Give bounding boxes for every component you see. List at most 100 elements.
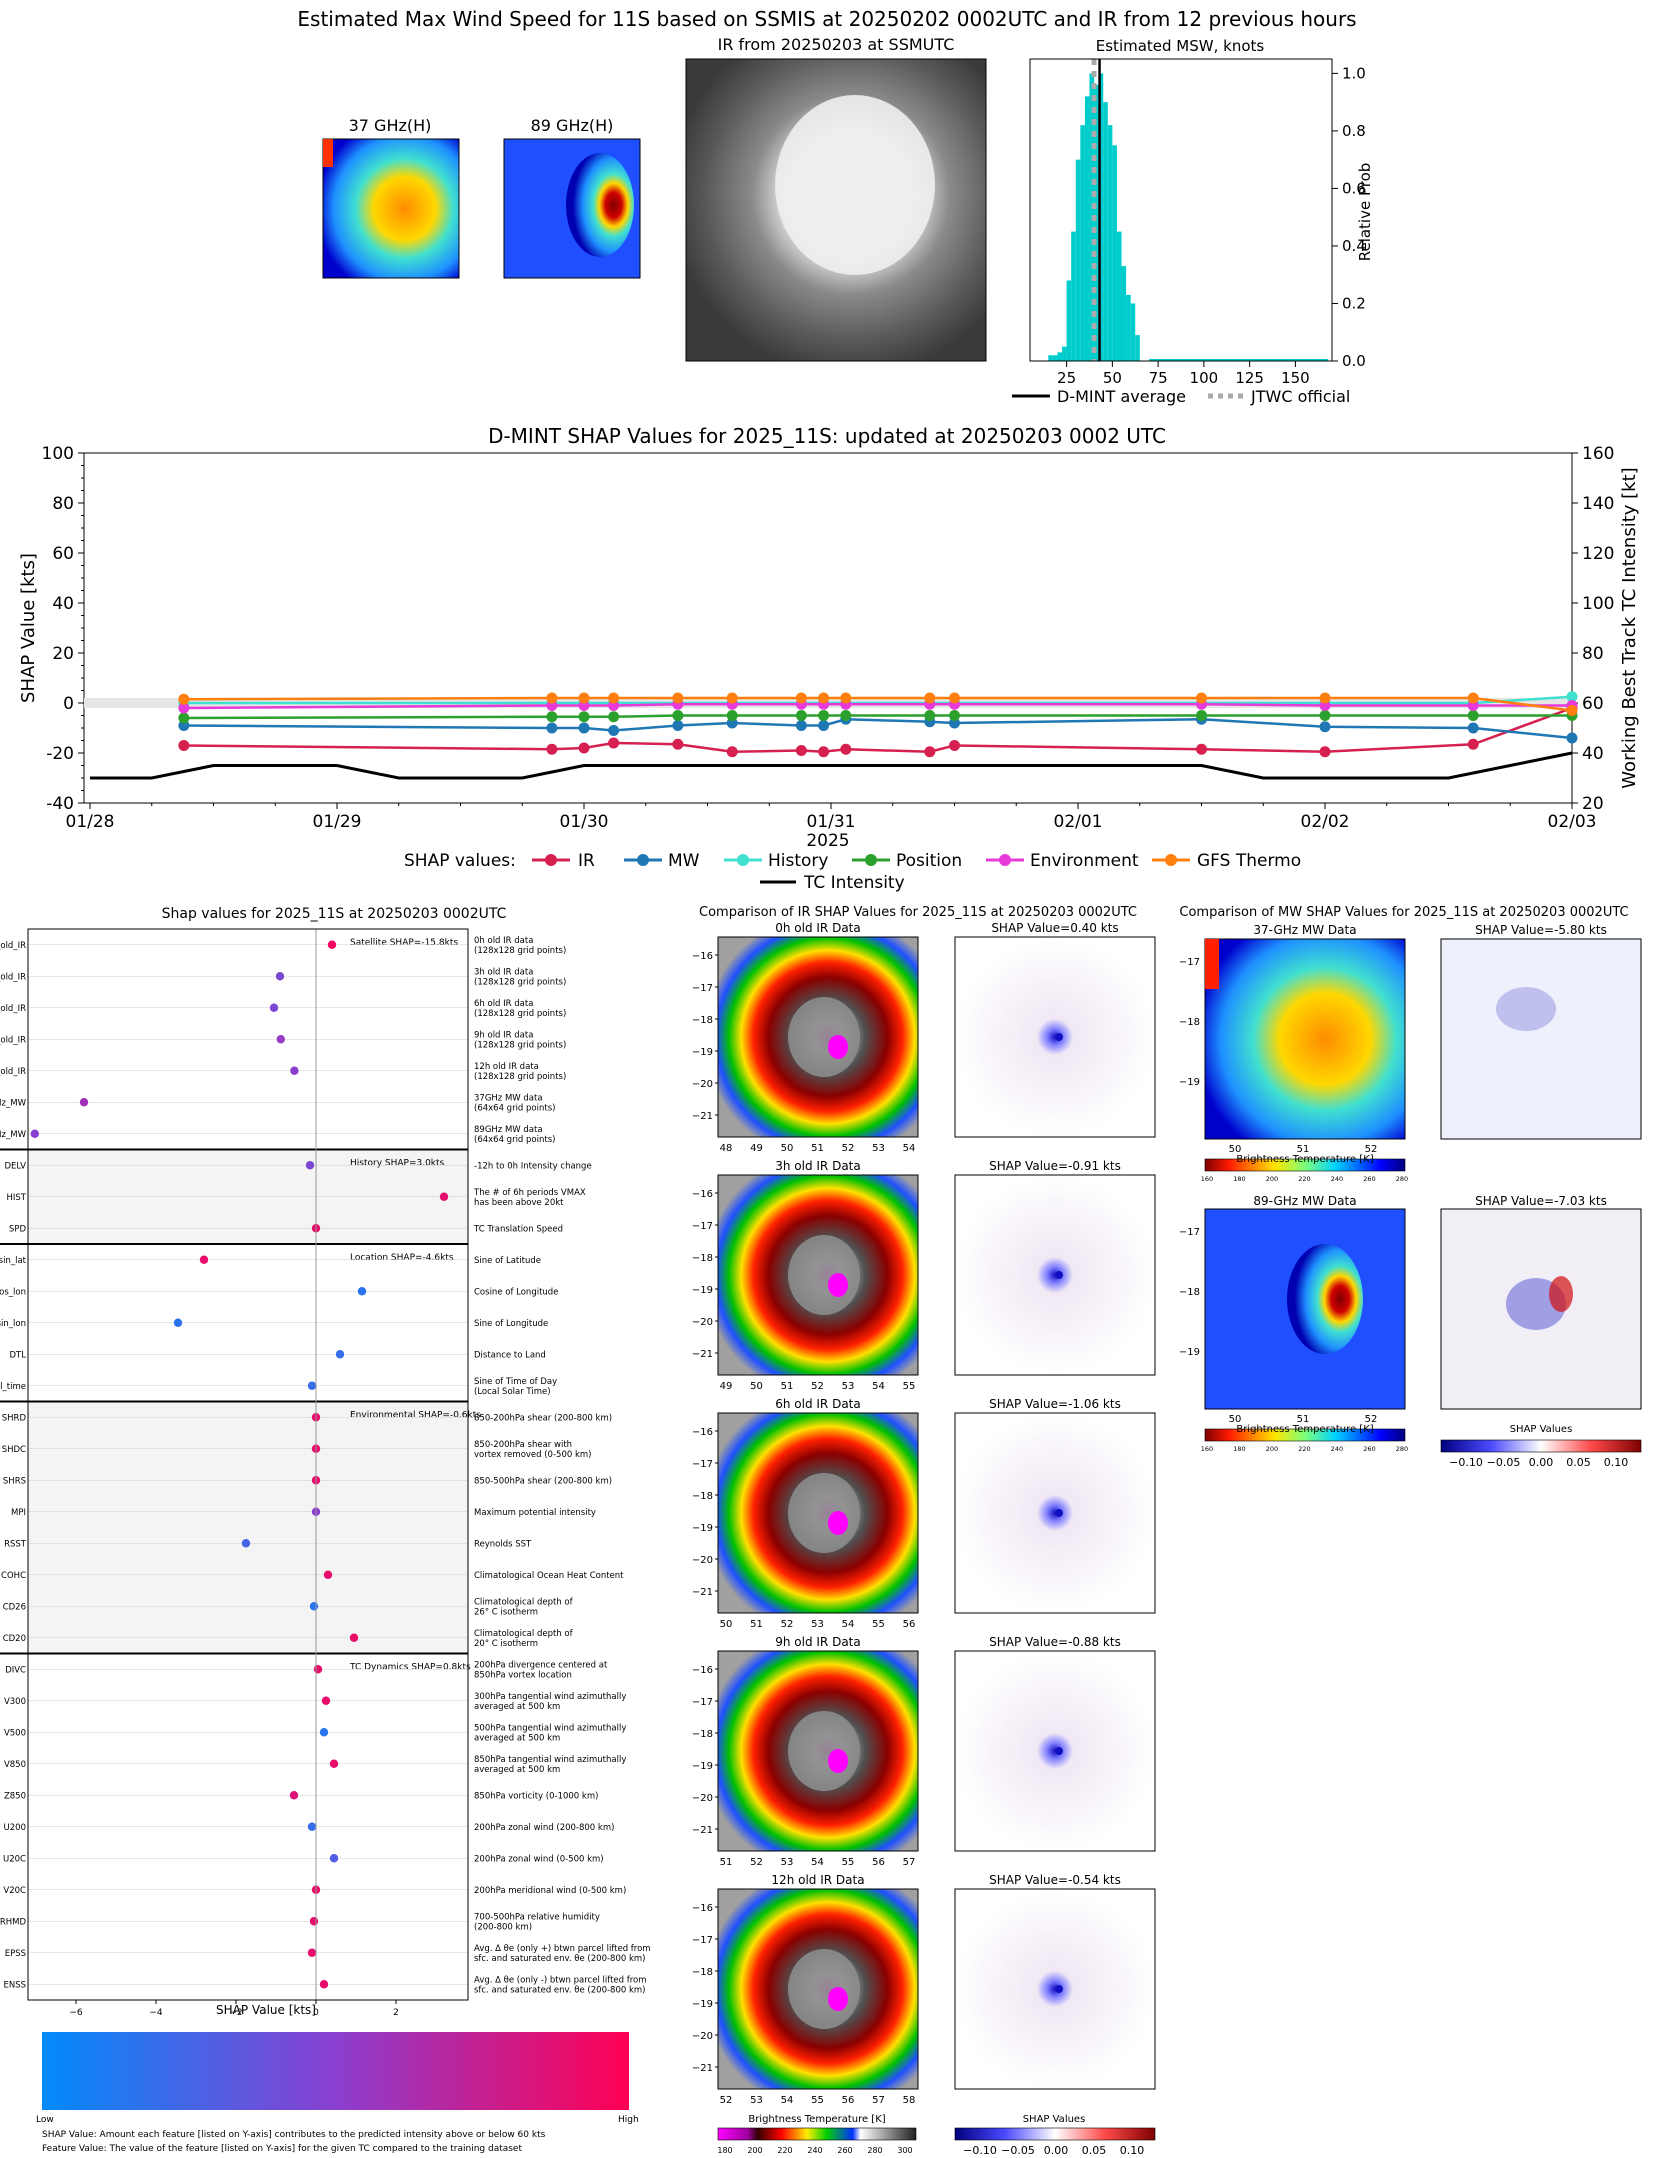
mw89-panel-title: 89-GHz MW Data bbox=[1253, 1194, 1356, 1208]
feature-desc: Avg. Δ θe (only -) btwn parcel lifted fr… bbox=[474, 1975, 647, 1985]
ts-xtick-label: 01/30 bbox=[560, 812, 609, 832]
feature-desc: 6h old IR data bbox=[474, 999, 533, 1009]
ir-cold-top bbox=[828, 1749, 848, 1773]
feature-name: HIST bbox=[7, 1193, 27, 1203]
ir-ytick-label: −19 bbox=[692, 1285, 713, 1296]
ir-ytick-label: −18 bbox=[692, 1253, 713, 1264]
ts-y2tick-label: 100 bbox=[1582, 594, 1614, 614]
mw-ytick-label: −17 bbox=[1179, 1227, 1200, 1238]
mw-xtick-label: 51 bbox=[1297, 1144, 1310, 1155]
ir-shap-center bbox=[1055, 1271, 1063, 1279]
ir-ytick-label: −16 bbox=[692, 1189, 713, 1200]
series-point bbox=[818, 692, 830, 704]
feature-desc: 850-500hPa shear (200-800 km) bbox=[474, 1476, 612, 1486]
feature-desc: 700-500hPa relative humidity bbox=[474, 1912, 600, 1922]
hist-ytick-label: 0.2 bbox=[1342, 294, 1366, 312]
ir-shap-title: SHAP Value=-1.06 kts bbox=[989, 1397, 1121, 1411]
ir-xtick-label: 52 bbox=[842, 1143, 855, 1154]
ir-ytick-label: −16 bbox=[692, 1665, 713, 1676]
series-point bbox=[818, 720, 830, 731]
feature-name: 9h_old_IR bbox=[0, 1035, 26, 1045]
feature-desc: averaged at 500 km bbox=[474, 1765, 560, 1775]
feature-point bbox=[309, 1602, 319, 1611]
hist-bar bbox=[1066, 280, 1072, 361]
feature-name: V500 bbox=[4, 1728, 26, 1738]
mw-xtick-label: 50 bbox=[1229, 1414, 1242, 1425]
legend-mw-label: MW bbox=[668, 851, 700, 871]
feature-point bbox=[290, 1066, 299, 1075]
feature-name: U20C bbox=[3, 1854, 26, 1864]
ts-xlabel: 2025 bbox=[806, 831, 849, 851]
feature-name: cos_lon bbox=[0, 1287, 26, 1297]
feature-name: 37GHz_MW bbox=[0, 1098, 27, 1108]
feature-desc: Climatological depth of bbox=[474, 1597, 574, 1607]
ts-y2tick-label: 40 bbox=[1582, 744, 1604, 764]
intensity-line bbox=[90, 751, 1573, 780]
feature-point bbox=[327, 940, 337, 949]
mw-shap-tick: 0.10 bbox=[1604, 1456, 1629, 1469]
ir-ytick-label: −20 bbox=[692, 1079, 713, 1090]
feature-name: V300 bbox=[4, 1697, 26, 1707]
feature-name: V850 bbox=[4, 1760, 26, 1770]
feature-point bbox=[307, 1948, 317, 1957]
ir-xtick-label: 52 bbox=[750, 1857, 763, 1868]
legend-dmint: D-MINT average bbox=[1057, 387, 1186, 406]
ir-xtick-label: 58 bbox=[903, 2095, 916, 2106]
ir-xtick-label: 50 bbox=[720, 1619, 733, 1630]
group-shade bbox=[28, 1401, 468, 1654]
mw-shap-cbar-label: SHAP Values bbox=[1510, 1424, 1573, 1435]
ts-xtick-label: 02/01 bbox=[1054, 812, 1103, 832]
ir-bt-tick: 260 bbox=[837, 2146, 852, 2155]
ir-xtick-label: 57 bbox=[872, 2095, 885, 2106]
ir-panel-title: 12h old IR Data bbox=[771, 1873, 864, 1887]
ir-core bbox=[788, 1711, 860, 1791]
feature-desc: 200hPa zonal wind (200-800 km) bbox=[474, 1823, 614, 1833]
series-point bbox=[924, 746, 936, 758]
feature-point bbox=[319, 1980, 329, 1989]
mw-ytick-label: −18 bbox=[1179, 1017, 1200, 1028]
series-point bbox=[608, 692, 620, 704]
series-point bbox=[672, 720, 684, 731]
series-point bbox=[949, 710, 960, 721]
legend-environment: Environment bbox=[986, 851, 1139, 871]
series-point bbox=[578, 692, 590, 704]
ir-bt-tick: 280 bbox=[867, 2146, 882, 2155]
series-point bbox=[578, 742, 590, 754]
mw-bt-tick: 220 bbox=[1298, 1175, 1310, 1183]
feature-name: DELV bbox=[4, 1161, 26, 1171]
hist-ylabel: Relative Prob bbox=[1356, 163, 1374, 262]
series-point bbox=[546, 722, 558, 734]
feature-point bbox=[309, 1917, 319, 1926]
mw37-corner bbox=[1205, 939, 1219, 989]
shap-beeswarm: Satellite SHAP=-15.8kts 0h_old_IR 0h old I… bbox=[0, 928, 651, 2018]
series-point bbox=[818, 710, 830, 721]
series-point bbox=[795, 745, 807, 756]
series-point bbox=[726, 746, 738, 758]
group-label: Satellite SHAP=-15.8kts bbox=[350, 938, 458, 948]
series-point bbox=[949, 740, 960, 751]
bee-xtick-label: −2 bbox=[229, 2008, 242, 2018]
mw-ytick-label: −19 bbox=[1179, 1077, 1200, 1088]
feature-name: SHRS bbox=[3, 1476, 26, 1486]
feature-desc: Sine of Latitude bbox=[474, 1256, 541, 1266]
ir-panel-title: 6h old IR Data bbox=[775, 1397, 861, 1411]
ts-xtick-label: 02/02 bbox=[1301, 812, 1350, 832]
feature-name: EPSS bbox=[5, 1949, 26, 1959]
hist-ytick-label: 0.4 bbox=[1342, 237, 1366, 255]
mw-bt-tick: 180 bbox=[1233, 1175, 1245, 1183]
feature-desc: 850-200hPa shear (200-800 km) bbox=[474, 1413, 612, 1423]
ir-xtick-label: 51 bbox=[811, 1143, 824, 1154]
mw-xtick-label: 52 bbox=[1365, 1144, 1378, 1155]
hist-bar bbox=[1126, 294, 1131, 361]
ir-panel-title: 9h old IR Data bbox=[775, 1635, 861, 1649]
feature-desc: TC Translation Speed bbox=[473, 1224, 563, 1234]
feature-desc: 200hPa meridional wind (0-500 km) bbox=[474, 1886, 626, 1896]
feature-point bbox=[329, 1854, 339, 1863]
bee-xtick-label: −6 bbox=[69, 2008, 83, 2018]
series-point bbox=[726, 692, 738, 704]
ts-frame bbox=[83, 452, 1573, 804]
series-point bbox=[578, 711, 590, 723]
cbar-low: Low bbox=[36, 2115, 54, 2125]
hist-bar bbox=[1135, 335, 1140, 361]
legend-environment-label: Environment bbox=[1030, 851, 1139, 871]
